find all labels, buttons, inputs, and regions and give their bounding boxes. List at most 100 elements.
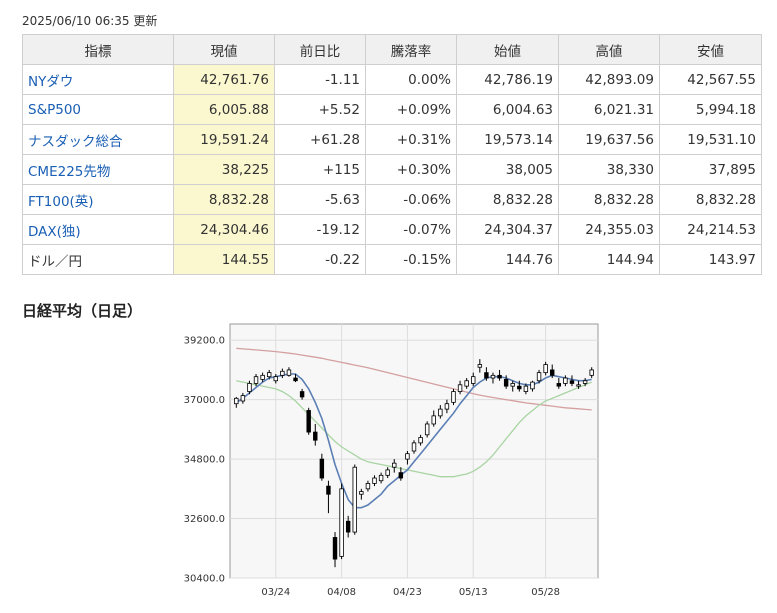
cell-index-name: ナスダック総合 [22,124,174,155]
cell-low: 19,531.10 [659,124,762,155]
update-timestamp: 2025/06/10 06:35 更新 [22,14,158,28]
candlestick [523,383,529,395]
candlestick [339,483,344,560]
candle-body [345,520,351,533]
candle-body [484,372,489,379]
market-quotes-table: 指標 現値 前日比 騰落率 始値 高値 安値 NYダウ 42,761.76 -1.1… [22,34,762,275]
candlestick [490,372,496,384]
candlestick [517,380,522,392]
cell-open: 38,005 [456,154,559,185]
cell-current: 19,591.24 [173,124,275,155]
candlestick [457,380,463,395]
cell-current: 144.55 [173,244,275,275]
y-tick-label: 30400.0 [184,574,225,585]
candle-body [438,408,443,417]
x-tick-label: 05/13 [459,587,488,598]
cell-open: 42,786.19 [456,64,559,95]
candlestick [424,421,430,438]
candlestick [497,369,502,381]
cell-change: -1.11 [274,64,366,95]
column-header-percent: 騰落率 [365,34,457,65]
candlestick [266,369,272,380]
x-tick-label: 04/08 [327,587,356,598]
candle-body [306,410,311,433]
candlestick [326,480,331,514]
candle-body [365,483,371,490]
ma-mid-line [236,380,592,478]
candle-body [576,384,581,387]
candle-body [293,377,298,382]
table-row: FT100(英) 8,832.28 -5.63 -0.06% 8,832.28 8,832… [22,184,762,215]
table-row: ナスダック総合 19,591.24 +61.28 +0.31% 19,573.14 19,… [22,124,762,155]
candlestick [385,467,390,479]
candlestick [411,440,417,454]
candle-body [234,397,239,405]
y-tick-label: 32600.0 [184,514,225,525]
candle-body [280,370,285,376]
table-row: CME225先物 38,225 +115 +0.30% 38,005 38,330 37,8… [22,154,762,185]
table-header-row: 指標 現値 前日比 騰落率 始値 高値 安値 [22,34,762,65]
candlestick [444,399,450,414]
candle-body [536,372,542,382]
cell-change: -0.22 [274,244,366,275]
candlestick [392,459,397,473]
candlestick [431,410,436,427]
x-tick-label: 03/24 [261,587,290,598]
candlestick [378,472,384,484]
candlestick [464,378,469,389]
candle-body [444,403,450,410]
candle-body [503,378,509,387]
candlestick [510,380,515,392]
candlestick [550,364,555,379]
candlestick [332,532,338,568]
candlestick [477,359,483,373]
column-header-open: 始値 [456,34,559,65]
candle-body [411,442,417,452]
candlestick [471,372,476,387]
column-header-change: 前日比 [274,34,366,65]
candle-body [543,364,548,374]
candlestick [530,380,535,392]
candlestick [359,488,364,500]
candle-body [451,391,456,403]
index-link[interactable]: CME225先物 [28,163,111,180]
cell-high: 42,893.09 [558,64,660,95]
column-header-low: 安値 [659,34,762,65]
index-link[interactable]: S&P500 [28,101,82,118]
index-link[interactable]: DAX(独) [28,223,81,240]
candlestick [536,369,542,384]
cell-low: 37,895 [659,154,762,185]
candlestick [372,475,377,487]
candle-body [490,374,496,379]
candle-body [497,374,502,379]
cell-low: 24,214.53 [659,214,762,245]
y-tick-label: 39200.0 [184,336,225,347]
candle-body [523,385,529,392]
candle-body [517,385,522,390]
candle-body [556,383,562,387]
cell-index-name: DAX(独) [22,214,174,245]
cell-high: 19,637.56 [558,124,660,155]
index-link[interactable]: NYダウ [28,73,74,90]
index-link[interactable]: FT100(英) [28,193,94,210]
cell-low: 143.97 [659,244,762,275]
x-tick-label: 04/23 [393,587,422,598]
candlestick [398,467,404,481]
index-link[interactable]: ナスダック総合 [28,133,123,150]
candle-body [359,491,364,495]
candlestick [313,423,318,446]
candle-body [339,488,344,557]
candlestick [451,388,456,406]
candle-body [510,383,515,387]
candlestick [286,367,292,377]
candlestick [260,372,265,383]
cell-percent: +0.30% [365,154,457,185]
cell-low: 8,832.28 [659,184,762,215]
candlestick [438,405,443,419]
table-row: ドル／円 144.55 -0.22 -0.15% 144.76 144.94 143.97 [22,244,762,275]
candle-body [299,391,305,398]
candlestick [293,373,298,383]
candle-body [385,469,390,476]
candlestick [240,392,246,404]
